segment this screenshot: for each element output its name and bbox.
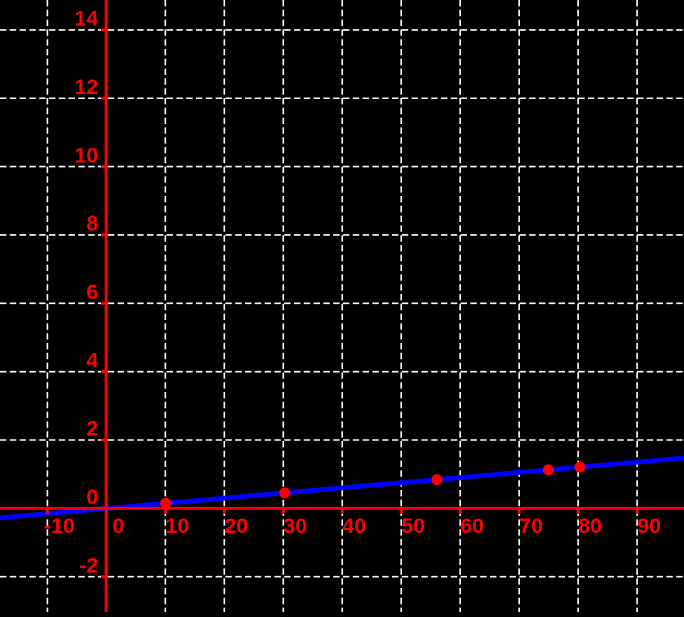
svg-text:-10: -10 xyxy=(44,514,75,538)
svg-text:0: 0 xyxy=(86,485,98,509)
svg-text:4: 4 xyxy=(86,348,98,372)
svg-text:14: 14 xyxy=(74,7,98,31)
svg-text:30: 30 xyxy=(283,514,307,538)
svg-text:90: 90 xyxy=(637,514,661,538)
svg-text:20: 20 xyxy=(224,514,248,538)
svg-text:10: 10 xyxy=(74,143,98,167)
svg-text:12: 12 xyxy=(74,75,98,99)
svg-text:10: 10 xyxy=(165,514,189,538)
svg-text:8: 8 xyxy=(86,212,98,236)
svg-text:80: 80 xyxy=(578,514,602,538)
svg-text:40: 40 xyxy=(342,514,366,538)
svg-text:70: 70 xyxy=(519,514,543,538)
svg-text:6: 6 xyxy=(86,280,98,304)
svg-text:2: 2 xyxy=(86,417,98,441)
svg-text:0: 0 xyxy=(112,514,124,538)
svg-text:50: 50 xyxy=(401,514,425,538)
svg-text:60: 60 xyxy=(460,514,484,538)
svg-text:-2: -2 xyxy=(79,553,98,577)
